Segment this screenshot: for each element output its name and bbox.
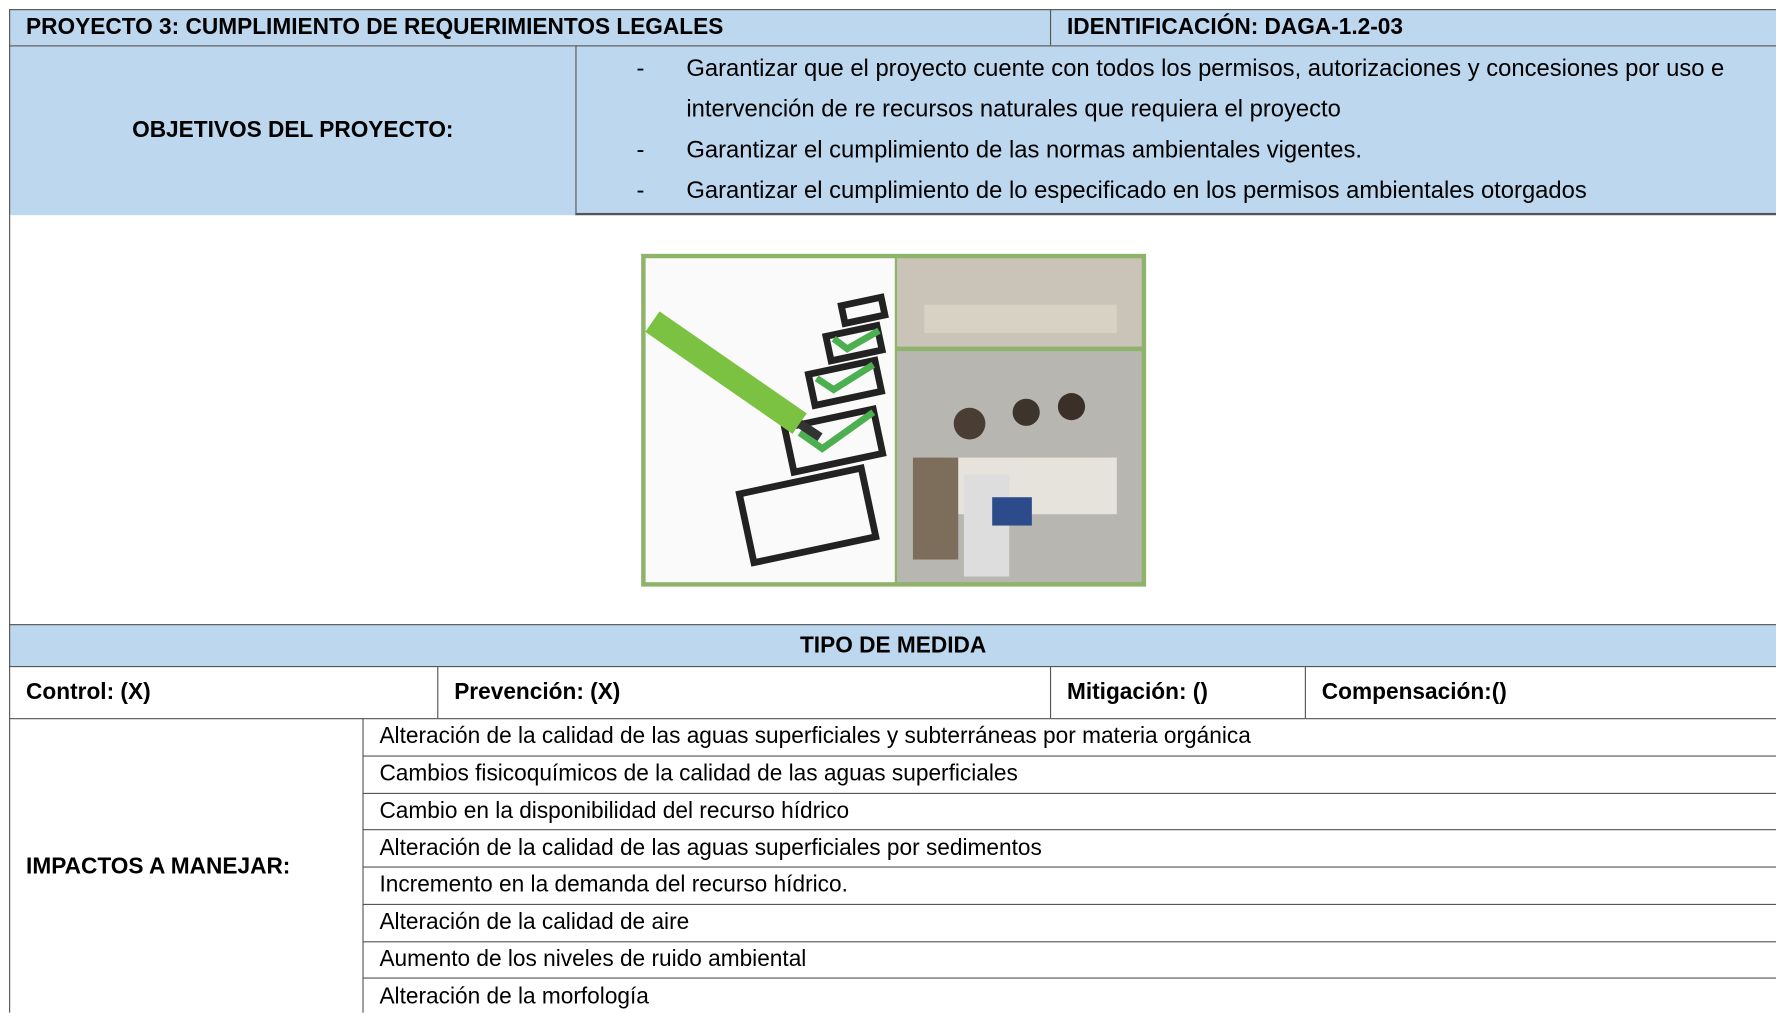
measure-option: Prevención: (X) [437, 665, 1050, 719]
measure-option: Mitigación: () [1049, 665, 1305, 719]
impact-item: Aumento de los niveles de ruido ambienta… [362, 940, 1776, 978]
measure-option: Control: (X) [9, 665, 438, 719]
illustration [641, 253, 1147, 587]
objectives-cell: Garantizar que el proyecto cuente con to… [575, 45, 1776, 216]
impact-item: Incremento en la demanda del recurso híd… [362, 866, 1776, 904]
impacts-label: IMPACTOS A MANEJAR: [9, 718, 363, 1013]
impact-item: Cambio en la disponibilidad del recurso … [362, 792, 1776, 830]
impact-item: Alteración de la morfología [362, 977, 1776, 1013]
objectives-list: Garantizar que el proyecto cuente con to… [577, 48, 1776, 211]
measure-title: TIPO DE MEDIDA [9, 624, 1776, 666]
objective-item: Garantizar que el proyecto cuente con to… [577, 48, 1776, 130]
objective-item: Garantizar el cumplimiento de las normas… [577, 130, 1776, 171]
objective-item: Garantizar el cumplimiento de lo especif… [577, 170, 1776, 211]
impact-item: Alteración de la calidad de las aguas su… [362, 829, 1776, 867]
objectives-label: OBJETIVOS DEL PROYECTO: [9, 45, 576, 216]
impact-item: Alteración de la calidad de las aguas su… [362, 718, 1776, 756]
image-cell [9, 215, 1776, 625]
impact-item: Alteración de la calidad de aire [362, 903, 1776, 941]
measure-option: Compensación:() [1304, 665, 1776, 719]
project-title: PROYECTO 3: CUMPLIMIENTO DE REQUERIMIENT… [9, 9, 1050, 46]
identification: IDENTIFICACIÓN: DAGA-1.2-03 [1049, 9, 1776, 46]
impact-item: Cambios fisicoquímicos de la calidad de … [362, 755, 1776, 793]
